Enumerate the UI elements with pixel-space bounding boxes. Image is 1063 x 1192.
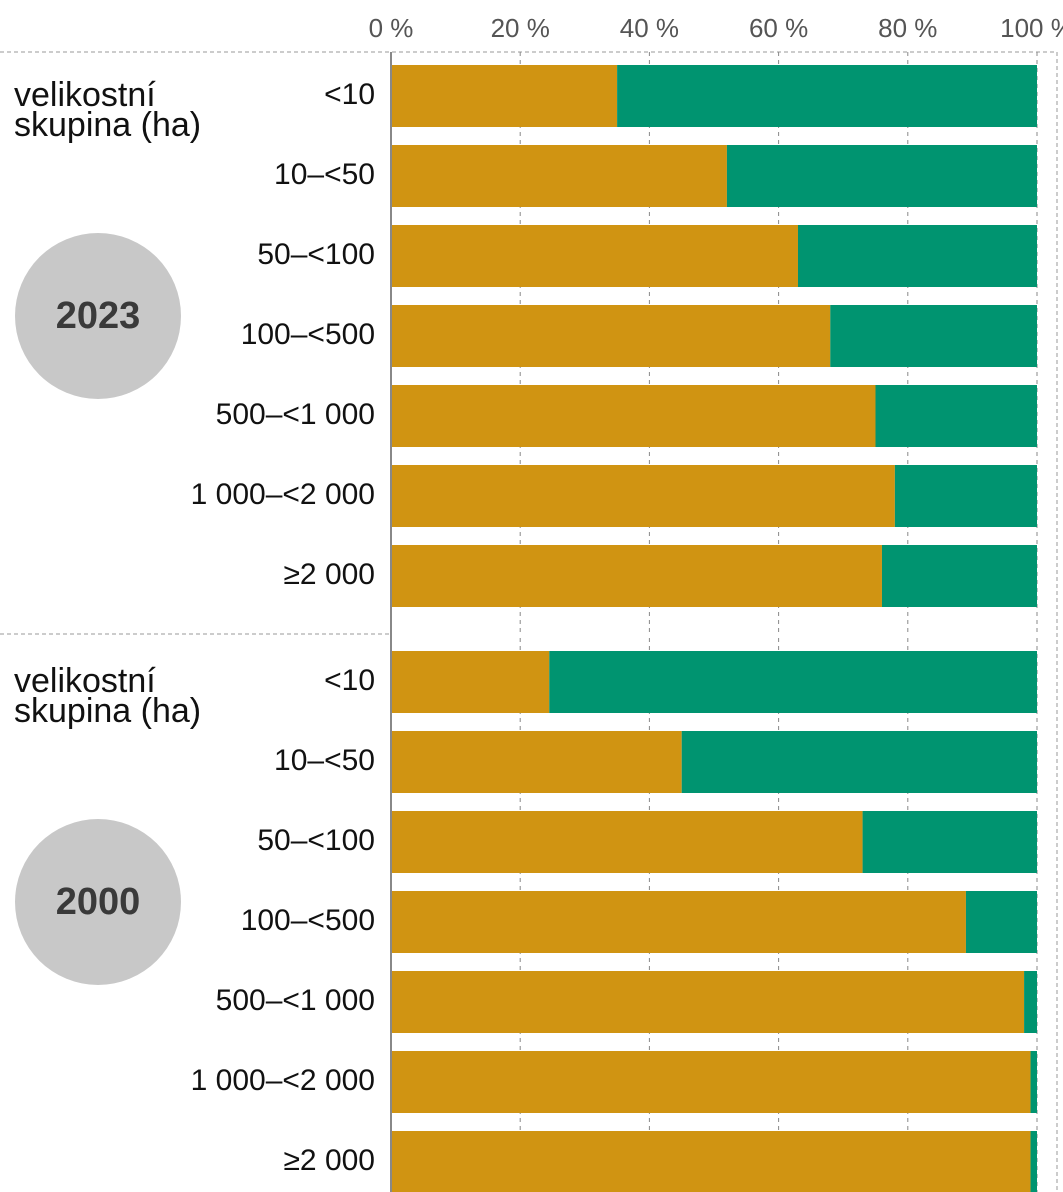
group-label: velikostní skupina (ha) [14, 80, 202, 144]
bar-segment [391, 65, 618, 127]
x-tick-label: 100 % [1000, 13, 1063, 43]
category-label: <10 [324, 664, 375, 697]
bar-segment [1024, 971, 1037, 1033]
bar-segment [797, 225, 1037, 287]
category-label: ≥2 000 [283, 558, 375, 591]
group-label-box: velikostní skupina (ha) [14, 80, 202, 144]
bar-segment [391, 465, 895, 527]
year-label: 2023 [56, 295, 141, 337]
bar-segment [391, 731, 682, 793]
bar-segment [391, 225, 798, 287]
bar-segment [391, 145, 727, 207]
bar-segment [830, 305, 1037, 367]
bar-segment [1030, 1131, 1037, 1192]
category-label: 10–<50 [274, 744, 375, 777]
x-tick-label: 60 % [749, 13, 808, 43]
bar-segment [1030, 1051, 1037, 1113]
bar-segment [391, 385, 876, 447]
bar-segment [881, 545, 1037, 607]
bar-segment [391, 305, 831, 367]
bar-segment [391, 1131, 1031, 1192]
category-label: 50–<100 [257, 238, 375, 271]
category-label: 100–<500 [241, 904, 375, 937]
category-label: 50–<100 [257, 824, 375, 857]
category-label: 1 000–<2 000 [191, 478, 375, 511]
bar-segment [726, 145, 1037, 207]
year-badge [15, 819, 181, 985]
bar-segment [549, 651, 1037, 713]
x-tick-label: 20 % [491, 13, 550, 43]
category-label: <10 [324, 78, 375, 111]
bar-segment [391, 1051, 1031, 1113]
bar-segment [391, 545, 882, 607]
group-label-box: velikostní skupina (ha) [14, 666, 202, 730]
category-label: ≥2 000 [283, 1144, 375, 1177]
category-label: 500–<1 000 [216, 398, 375, 431]
category-label: 500–<1 000 [216, 984, 375, 1017]
category-label: 1 000–<2 000 [191, 1064, 375, 1097]
bar-segment [391, 971, 1025, 1033]
bar-segment [391, 891, 966, 953]
bar-segment [862, 811, 1037, 873]
category-label: 100–<500 [241, 318, 375, 351]
group-label: velikostní skupina (ha) [14, 666, 202, 730]
year-label: 2000 [56, 881, 141, 923]
bar-segment [894, 465, 1037, 527]
bar-segment [391, 651, 550, 713]
bar-segment [391, 811, 863, 873]
bar-segment [875, 385, 1037, 447]
x-tick-label: 40 % [620, 13, 679, 43]
bar-segment [617, 65, 1037, 127]
year-badge [15, 233, 181, 399]
bar-segment [681, 731, 1037, 793]
x-tick-label: 80 % [878, 13, 937, 43]
category-label: 10–<50 [274, 158, 375, 191]
x-tick-label: 0 % [369, 13, 414, 43]
bar-segment [965, 891, 1037, 953]
